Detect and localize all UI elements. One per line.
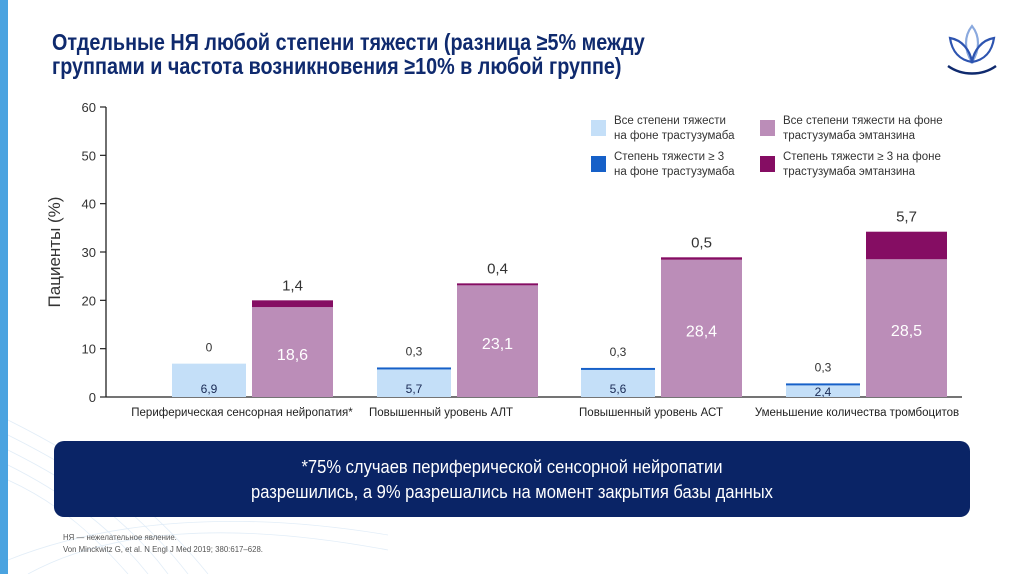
legend-swatch (760, 120, 775, 136)
bar-chart: 0 10 20 30 40 50 60 Пациенты (%) 6,9 0 18,6 1,4 5,… (45, 100, 962, 419)
legend-label-line-2: на фоне трастузумаба (614, 130, 735, 142)
legend-label-line-1: Все степени тяжести на фоне (783, 115, 943, 127)
data-label-trastuzumab-grade3: 0,3 (815, 360, 832, 374)
y-tick-label: 50 (82, 148, 96, 163)
data-label-tdm1-grade3: 0,4 (487, 260, 508, 277)
data-label-trastuzumab-all-grades: 5,6 (610, 382, 627, 396)
x-category-label: Периферическая сенсорная нейропатия* (131, 407, 353, 419)
legend-label-line-2: трастузумаба эмтанзина (783, 130, 916, 142)
legend-label-line-1: Все степени тяжести (614, 115, 726, 127)
data-label-trastuzumab-all-grades: 5,7 (406, 382, 423, 396)
data-label-tdm1-grade3: 0,5 (691, 234, 712, 251)
bar-tdm1-grade3 (866, 231, 947, 260)
x-category-label: Повышенный уровень АСТ (579, 407, 723, 419)
chart-legend: Все степени тяжести на фоне трастузумаба В… (591, 115, 943, 178)
data-label-trastuzumab-all-grades: 6,9 (201, 382, 218, 396)
slide-title: Отдельные НЯ любой степени тяжести (разн… (52, 30, 809, 78)
data-label-tdm1-all-grades: 28,4 (686, 323, 717, 340)
bar-tdm1-all-grades (457, 285, 538, 397)
title-line-2: группами и частота возникновения ≥10% в … (52, 53, 622, 79)
bar-tdm1-all-grades (252, 307, 333, 397)
footnote-reference: Von Minckwitz G, et al. N Engl J Med 201… (63, 544, 263, 554)
x-category-label: Уменьшение количества тромбоцитов (755, 407, 959, 419)
lotus-logo-icon (947, 24, 997, 75)
banner-line-2: разрешились, а 9% разрешались на момент … (251, 482, 773, 502)
data-label-tdm1-grade3: 5,7 (896, 209, 917, 226)
data-label-trastuzumab-all-grades: 2,4 (815, 385, 832, 399)
data-label-tdm1-grade3: 1,4 (282, 277, 303, 294)
bar-trastuzumab-all-grades (172, 363, 246, 397)
legend-label-line-2: на фоне трастузумаба (614, 166, 735, 178)
data-label-tdm1-all-grades: 18,6 (277, 347, 308, 364)
y-tick-label: 10 (82, 342, 96, 357)
bar-tdm1-all-grades (866, 259, 947, 397)
y-tick-label: 30 (82, 245, 96, 260)
x-category-label: Повышенный уровень АЛТ (369, 407, 513, 419)
y-tick-label: 60 (82, 100, 96, 115)
bar-trastuzumab-grade3 (377, 367, 451, 370)
y-tick-label: 20 (82, 293, 96, 308)
y-axis-label: Пациенты (%) (45, 197, 64, 308)
data-label-trastuzumab-grade3: 0 (206, 341, 213, 355)
legend-swatch (760, 156, 775, 172)
y-tick-label: 0 (89, 390, 96, 405)
legend-label-line-1: Степень тяжести ≥ 3 (614, 151, 724, 163)
title-line-1: Отдельные НЯ любой степени тяжести (разн… (52, 29, 645, 55)
data-label-tdm1-all-grades: 23,1 (482, 336, 513, 353)
legend-swatch (591, 156, 606, 172)
left-accent-stripe (0, 0, 8, 574)
bar-tdm1-grade3 (457, 283, 538, 286)
legend-label-line-2: трастузумаба эмтанзина (783, 166, 916, 178)
bar-trastuzumab-grade3 (786, 383, 860, 386)
bar-tdm1-all-grades (661, 259, 742, 397)
note-banner: *75% случаев периферической сенсорной не… (54, 441, 970, 517)
data-label-tdm1-all-grades: 28,5 (891, 323, 922, 340)
bar-trastuzumab-all-grades (786, 385, 860, 397)
y-tick-label: 40 (82, 197, 96, 212)
bar-tdm1-grade3 (252, 300, 333, 308)
legend-label-line-1: Степень тяжести ≥ 3 на фоне (783, 151, 941, 163)
bar-trastuzumab-all-grades (581, 369, 655, 397)
bar-trastuzumab-grade3 (581, 367, 655, 370)
footnote: НЯ — нежелательное явление. Von Minckwit… (63, 531, 280, 555)
banner-line-1: *75% случаев периферической сенсорной не… (301, 457, 723, 477)
bar-trastuzumab-all-grades (377, 369, 451, 397)
footnote-abbreviation: НЯ — нежелательное явление. (63, 532, 177, 542)
legend-swatch (591, 120, 606, 136)
data-label-trastuzumab-grade3: 0,3 (406, 344, 423, 358)
data-label-trastuzumab-grade3: 0,3 (610, 345, 627, 359)
bar-tdm1-grade3 (661, 257, 742, 260)
